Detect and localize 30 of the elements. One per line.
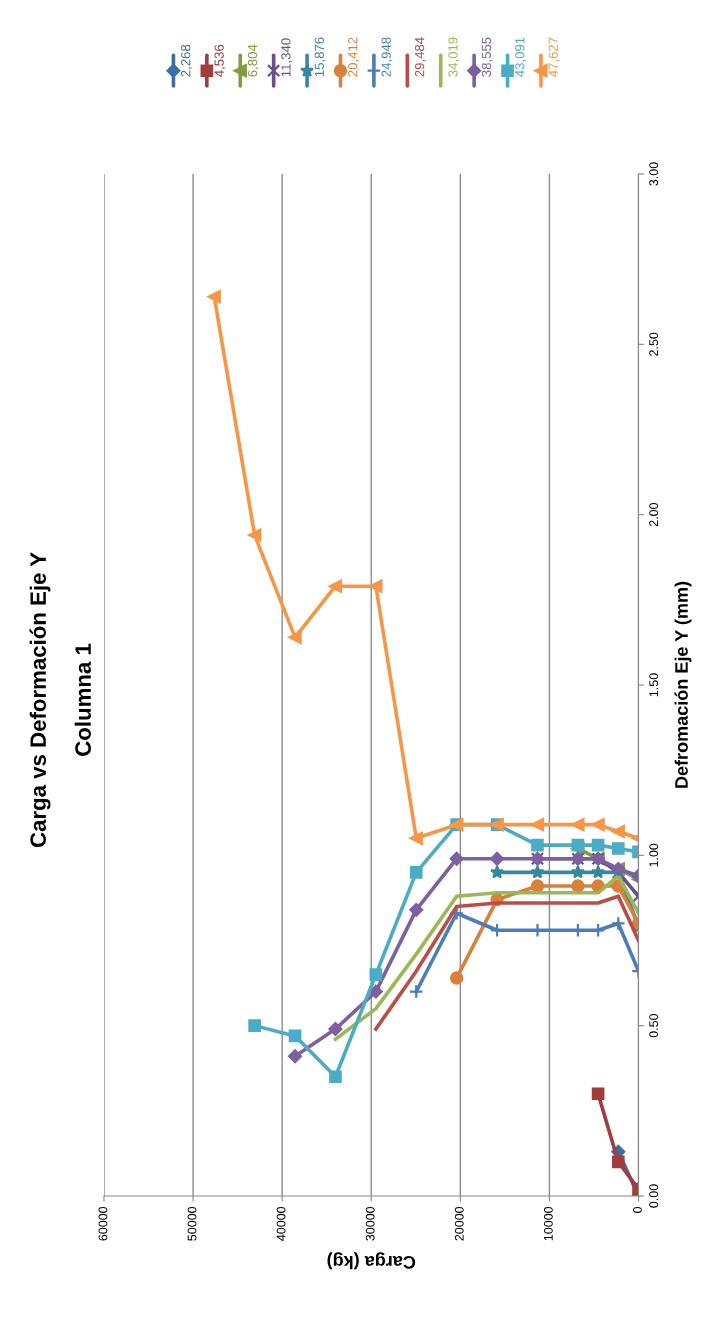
x-tick-label: 60000 (98, 1206, 108, 1241)
text: 2,268 (181, 44, 192, 77)
text: 6,804 (247, 44, 259, 77)
x-tick-label: 50000 (187, 1206, 197, 1241)
y-tick-label: 1.00 (649, 843, 659, 867)
y-tick-label: 0.00 (649, 1184, 659, 1208)
text: 4,536 (214, 44, 226, 77)
text: 24,948 (381, 37, 393, 77)
text: 29,484 (414, 37, 426, 77)
y-tick-label: 3.00 (649, 162, 659, 186)
text: 15,876 (314, 37, 326, 77)
text: Columna 1 (74, 643, 91, 756)
text: 47,627 (548, 37, 560, 77)
y-tick-label: 0.50 (649, 1013, 659, 1038)
x-tick-label: 20000 (454, 1206, 464, 1241)
y-tick-label: 2.00 (649, 502, 659, 527)
text: 34,019 (448, 37, 460, 77)
x-tick-label: 40000 (276, 1206, 286, 1241)
text: 38,555 (481, 37, 493, 77)
text: 11,340 (281, 38, 293, 77)
y-tick-label: 2.50 (649, 332, 659, 356)
y-tick-label: 1.50 (649, 673, 659, 697)
text: 20,412 (348, 37, 359, 77)
text: Carga vs Deformación Eje Y (29, 552, 51, 848)
x-tick-label: 0 (633, 1206, 642, 1213)
x-tick-label: 10000 (543, 1206, 553, 1241)
x-axis-title: Carga (kg) (327, 1252, 416, 1270)
y-axis-title: Defromación Eje Y (mm) (674, 581, 692, 788)
x-tick-label: 30000 (365, 1206, 375, 1241)
text: 43,091 (515, 37, 527, 77)
